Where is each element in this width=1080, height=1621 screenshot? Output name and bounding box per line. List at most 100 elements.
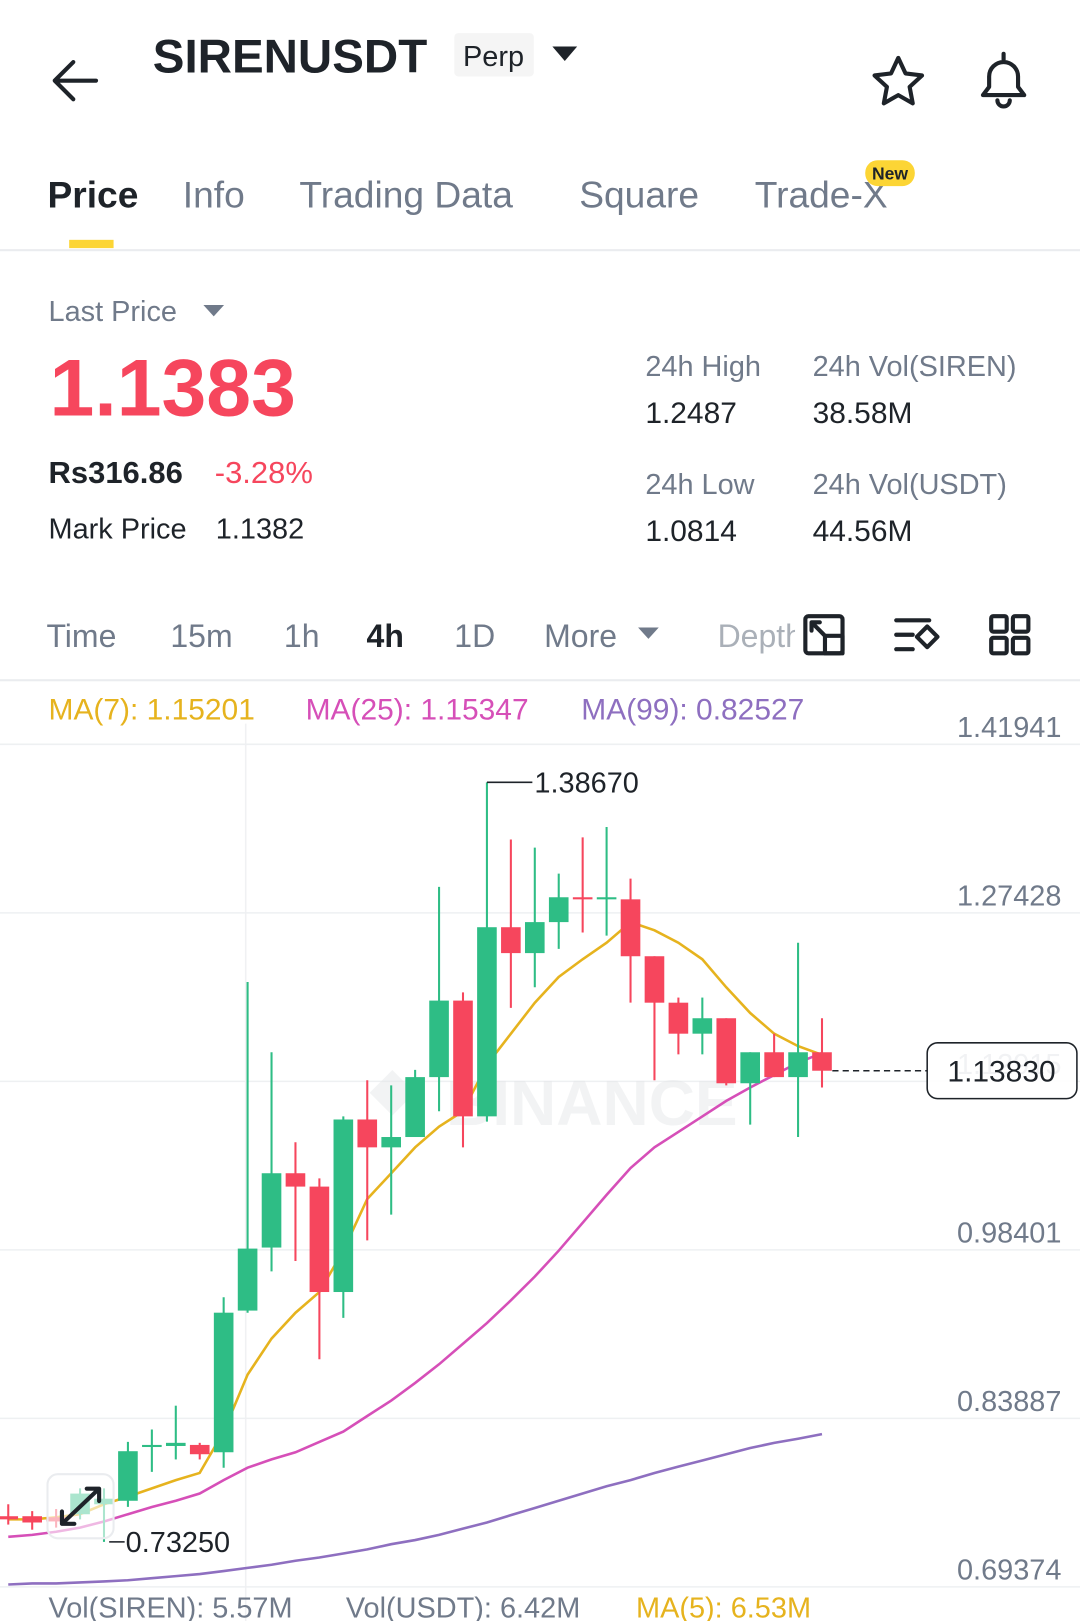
- ma-line: [8, 1051, 823, 1539]
- price-type-dropdown[interactable]: [203, 304, 225, 317]
- fullscreen-icon[interactable]: [803, 614, 845, 656]
- candle-body: [668, 1002, 689, 1034]
- volume-label: Vol(SIREN): 5.57M: [49, 1593, 293, 1621]
- candle-body: [524, 922, 545, 954]
- new-badge-bg: [865, 160, 915, 187]
- ma-lines: [8, 920, 823, 1586]
- ma-legend: MA(99): 0.82527: [581, 694, 804, 727]
- y-tick-label: 0.69374: [957, 1554, 1061, 1586]
- ma-legend: MA(25): 1.15347: [306, 694, 529, 727]
- new-badge: New: [872, 164, 908, 184]
- back-button[interactable]: [52, 59, 99, 102]
- stat-value: 38.58M: [813, 397, 913, 430]
- candle-body: [477, 927, 497, 1117]
- candle-body: [357, 1119, 378, 1148]
- tab[interactable]: Trade-X: [755, 173, 888, 215]
- candle-body: [788, 1052, 808, 1078]
- indicator-icon[interactable]: [894, 618, 940, 652]
- mark-price-label: Mark Price: [49, 513, 187, 545]
- candle-body: [381, 1137, 402, 1148]
- interval[interactable]: Time: [46, 618, 116, 654]
- alert-button[interactable]: [980, 51, 1027, 109]
- last-price-label[interactable]: Last Price: [49, 296, 177, 328]
- candle-body: [237, 1248, 258, 1311]
- y-tick-label: 1.41941: [957, 712, 1061, 744]
- grid: 1.419411.274281.129150.984010.838870.693…: [0, 712, 1080, 1588]
- candle-body: [501, 927, 521, 954]
- candle-body: [285, 1173, 306, 1187]
- y-tick-label: 0.98401: [957, 1217, 1061, 1249]
- stat-label: 24h High: [645, 351, 761, 383]
- candle-body: [453, 1000, 473, 1117]
- min-label: 0.73250: [126, 1527, 230, 1559]
- tab-indicator: [69, 239, 114, 249]
- divider: [0, 249, 1080, 252]
- tab-active[interactable]: Price: [47, 173, 138, 215]
- last-price-box: [926, 1042, 1078, 1100]
- interval[interactable]: 1D: [454, 618, 495, 654]
- stat-value: 44.56M: [813, 515, 913, 548]
- stat-value: 1.0814: [645, 515, 737, 548]
- y-tick-label: 0.83887: [957, 1386, 1061, 1418]
- expand-button[interactable]: [46, 1473, 115, 1540]
- stat-value: 1.2487: [645, 397, 737, 430]
- candle-body: [405, 1077, 425, 1138]
- interval[interactable]: 15m: [170, 618, 232, 654]
- interval[interactable]: Depth: [718, 618, 803, 654]
- candle-body: [764, 1052, 784, 1078]
- perp-badge-bg: [454, 33, 534, 77]
- ma-line: [8, 1432, 823, 1586]
- candle-body: [22, 1516, 43, 1523]
- interval[interactable]: More: [544, 618, 617, 654]
- interval[interactable]: 1h: [284, 618, 320, 654]
- candle-body: [0, 1516, 19, 1520]
- ma-line: [8, 920, 823, 1521]
- mark-price: 1.1382: [216, 513, 304, 545]
- candle-body: [213, 1312, 234, 1453]
- candle-body: [333, 1119, 354, 1293]
- ma-legend: MA(7): 1.15201: [49, 694, 255, 727]
- tab[interactable]: Square: [579, 173, 699, 215]
- candles: [0, 782, 832, 1542]
- interval-active[interactable]: 4h: [367, 618, 404, 654]
- symbol: SIRENUSDT: [153, 30, 427, 83]
- candle-body: [716, 1018, 737, 1084]
- candle-body: [572, 897, 593, 900]
- candle-body: [644, 956, 665, 1003]
- stat-label: 24h Vol(USDT): [813, 469, 1007, 501]
- y-tick-label: 1.27428: [957, 880, 1061, 912]
- more-dropdown[interactable]: [638, 627, 659, 639]
- tab[interactable]: Trading Data: [299, 173, 513, 215]
- candle-body: [620, 899, 641, 957]
- fiat-price: Rs316.86: [49, 455, 183, 490]
- candle-body: [118, 1451, 138, 1501]
- candle-body: [812, 1052, 832, 1071]
- candle-body: [548, 897, 569, 923]
- stat-label: 24h Low: [645, 469, 754, 501]
- candle-body: [429, 1000, 449, 1078]
- max-label: 1.38670: [534, 767, 638, 799]
- candle-body: [692, 1018, 713, 1034]
- stat-label: 24h Vol(SIREN): [813, 351, 1017, 383]
- candle-body: [596, 897, 617, 900]
- volume-label: Vol(USDT): 6.42M: [346, 1593, 580, 1621]
- candle-body: [740, 1052, 761, 1084]
- candle-body: [165, 1442, 186, 1446]
- volume-ma-label: MA(5): 6.53M: [636, 1593, 811, 1621]
- last-price: 1.1383: [50, 344, 296, 434]
- divider: [0, 679, 1080, 682]
- favorite-button[interactable]: [872, 55, 925, 106]
- symbol-dropdown[interactable]: [552, 46, 578, 61]
- candle-body: [189, 1444, 210, 1455]
- annotations: 1.38670 0.73250 1.13830: [109, 767, 1078, 1559]
- perp-badge: Perp: [463, 41, 524, 73]
- last-price-label: 1.13830: [947, 1055, 1055, 1088]
- layout-icon[interactable]: [989, 614, 1031, 656]
- candle-body: [261, 1173, 282, 1248]
- price-change: -3.28%: [215, 455, 313, 490]
- tab[interactable]: Info: [183, 173, 245, 215]
- candle-body: [309, 1186, 330, 1293]
- candle-body: [142, 1444, 162, 1448]
